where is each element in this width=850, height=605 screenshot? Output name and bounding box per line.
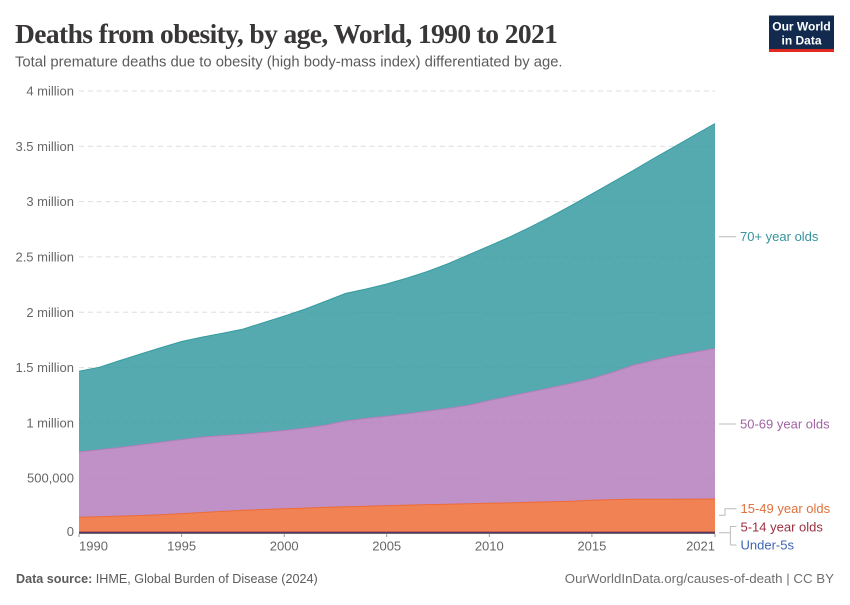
svg-text:Under-5s: Under-5s xyxy=(741,538,795,553)
svg-text:500,000: 500,000 xyxy=(27,471,74,486)
svg-text:0: 0 xyxy=(67,524,74,539)
svg-text:Deaths from obesity, by age, W: Deaths from obesity, by age, World, 1990… xyxy=(15,18,557,49)
svg-text:4 million: 4 million xyxy=(26,84,74,99)
svg-text:50-69 year olds: 50-69 year olds xyxy=(740,417,830,432)
svg-text:2.5 million: 2.5 million xyxy=(15,249,74,264)
svg-text:2021: 2021 xyxy=(686,539,715,554)
svg-text:3.5 million: 3.5 million xyxy=(15,139,74,154)
svg-text:70+ year olds: 70+ year olds xyxy=(740,229,819,244)
svg-text:2015: 2015 xyxy=(577,539,606,554)
svg-text:2 million: 2 million xyxy=(26,305,74,320)
svg-text:Total premature deaths due to: Total premature deaths due to obesity (h… xyxy=(15,55,563,71)
svg-text:1995: 1995 xyxy=(167,539,196,554)
svg-text:1 million: 1 million xyxy=(26,415,74,430)
svg-text:1990: 1990 xyxy=(79,539,108,554)
svg-text:5-14 year olds: 5-14 year olds xyxy=(741,520,824,535)
svg-text:15-49 year olds: 15-49 year olds xyxy=(741,501,831,516)
svg-text:2000: 2000 xyxy=(270,539,299,554)
svg-text:1.5 million: 1.5 million xyxy=(15,360,74,375)
svg-text:Data source: IHME, Global Burd: Data source: IHME, Global Burden of Dise… xyxy=(16,572,318,586)
svg-text:OurWorldInData.org/causes-of-d: OurWorldInData.org/causes-of-death | CC … xyxy=(565,571,834,586)
svg-text:3 million: 3 million xyxy=(26,194,74,209)
svg-text:in Data: in Data xyxy=(781,34,821,48)
svg-text:Our World: Our World xyxy=(772,20,830,34)
svg-text:2010: 2010 xyxy=(475,539,504,554)
svg-text:2005: 2005 xyxy=(372,539,401,554)
